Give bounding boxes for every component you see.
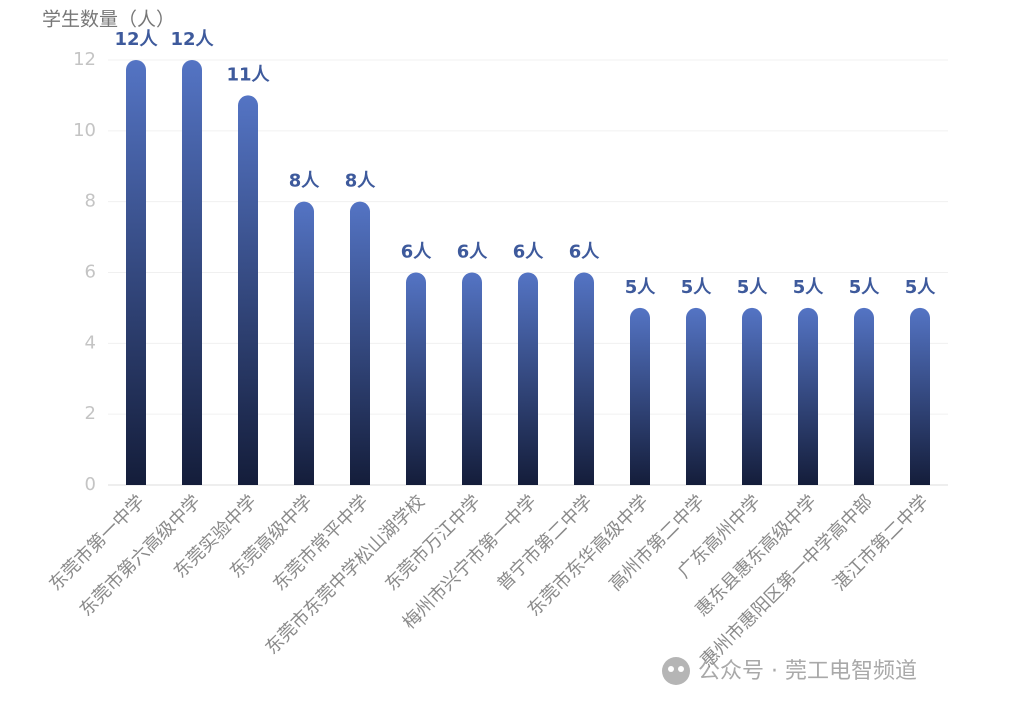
value-label: 6人 [401, 242, 433, 263]
bar [406, 272, 426, 485]
y-tick-label: 2 [85, 403, 96, 424]
y-tick-label: 6 [85, 262, 96, 283]
bar [126, 60, 146, 485]
value-label: 12人 [170, 29, 214, 50]
value-label: 5人 [681, 277, 713, 298]
x-tick-label: 东莞市常平中学 [269, 491, 373, 595]
y-tick-label: 4 [85, 332, 96, 353]
y-axis-label: 学生数量（人） [42, 9, 175, 31]
bar [462, 272, 482, 485]
value-label: 6人 [569, 242, 601, 263]
bar [294, 201, 314, 485]
watermark: 公众号 · 莞工电智频道 [698, 659, 917, 684]
x-tick-label: 东莞市万江中学 [381, 491, 485, 595]
bar [686, 307, 706, 485]
x-tick-label: 普宁市第二中学 [493, 491, 597, 595]
bar [350, 201, 370, 485]
x-tick-label: 湛江市第二中学 [829, 491, 933, 595]
bar [630, 307, 650, 485]
bar [742, 307, 762, 485]
value-label: 11人 [226, 64, 270, 85]
bar [798, 307, 818, 485]
value-label: 5人 [793, 277, 825, 298]
y-tick-label: 10 [73, 120, 96, 141]
value-label: 5人 [849, 277, 881, 298]
value-label: 5人 [737, 277, 769, 298]
x-tick-label: 东莞市第一中学 [45, 491, 149, 595]
bar [910, 307, 930, 485]
bar [182, 60, 202, 485]
value-label: 5人 [905, 277, 937, 298]
value-label: 8人 [345, 171, 377, 192]
y-tick-label: 12 [73, 49, 96, 70]
value-label: 6人 [513, 242, 545, 263]
value-label: 6人 [457, 242, 489, 263]
value-label: 8人 [289, 171, 321, 192]
y-tick-label: 8 [85, 191, 96, 212]
x-tick-label: 高州市第二中学 [605, 491, 709, 595]
value-label: 12人 [114, 29, 158, 50]
value-label: 5人 [625, 277, 657, 298]
bar [518, 272, 538, 485]
y-tick-label: 0 [85, 474, 96, 495]
watermark-icon [662, 657, 690, 685]
bar [854, 307, 874, 485]
bar [574, 272, 594, 485]
bar [238, 95, 258, 485]
